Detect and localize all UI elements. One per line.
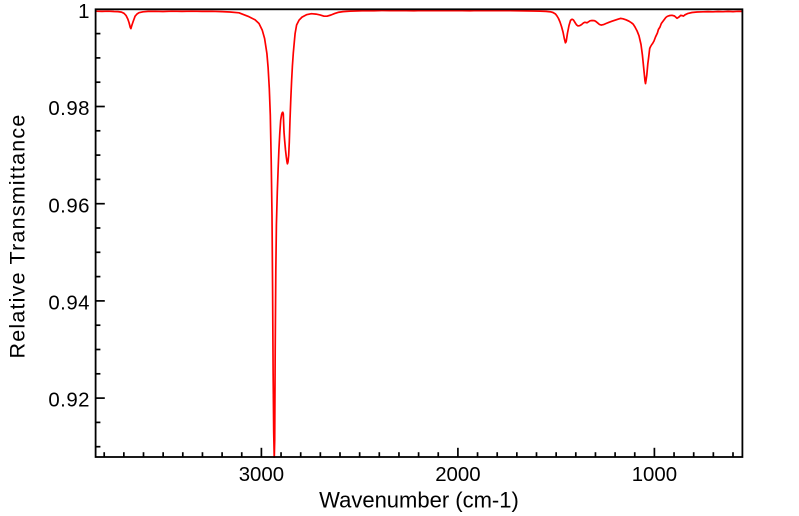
svg-text:3000: 3000 [239,464,284,486]
svg-text:0.92: 0.92 [48,390,90,412]
svg-text:Relative Transmittance: Relative Transmittance [6,113,30,358]
svg-text:0.94: 0.94 [48,293,90,315]
svg-text:1: 1 [78,1,90,23]
svg-text:0.98: 0.98 [48,98,90,120]
svg-text:Wavenumber (cm-1): Wavenumber (cm-1) [319,488,519,513]
svg-text:1000: 1000 [632,464,677,486]
svg-text:2000: 2000 [435,464,480,486]
svg-text:0.96: 0.96 [48,195,90,217]
